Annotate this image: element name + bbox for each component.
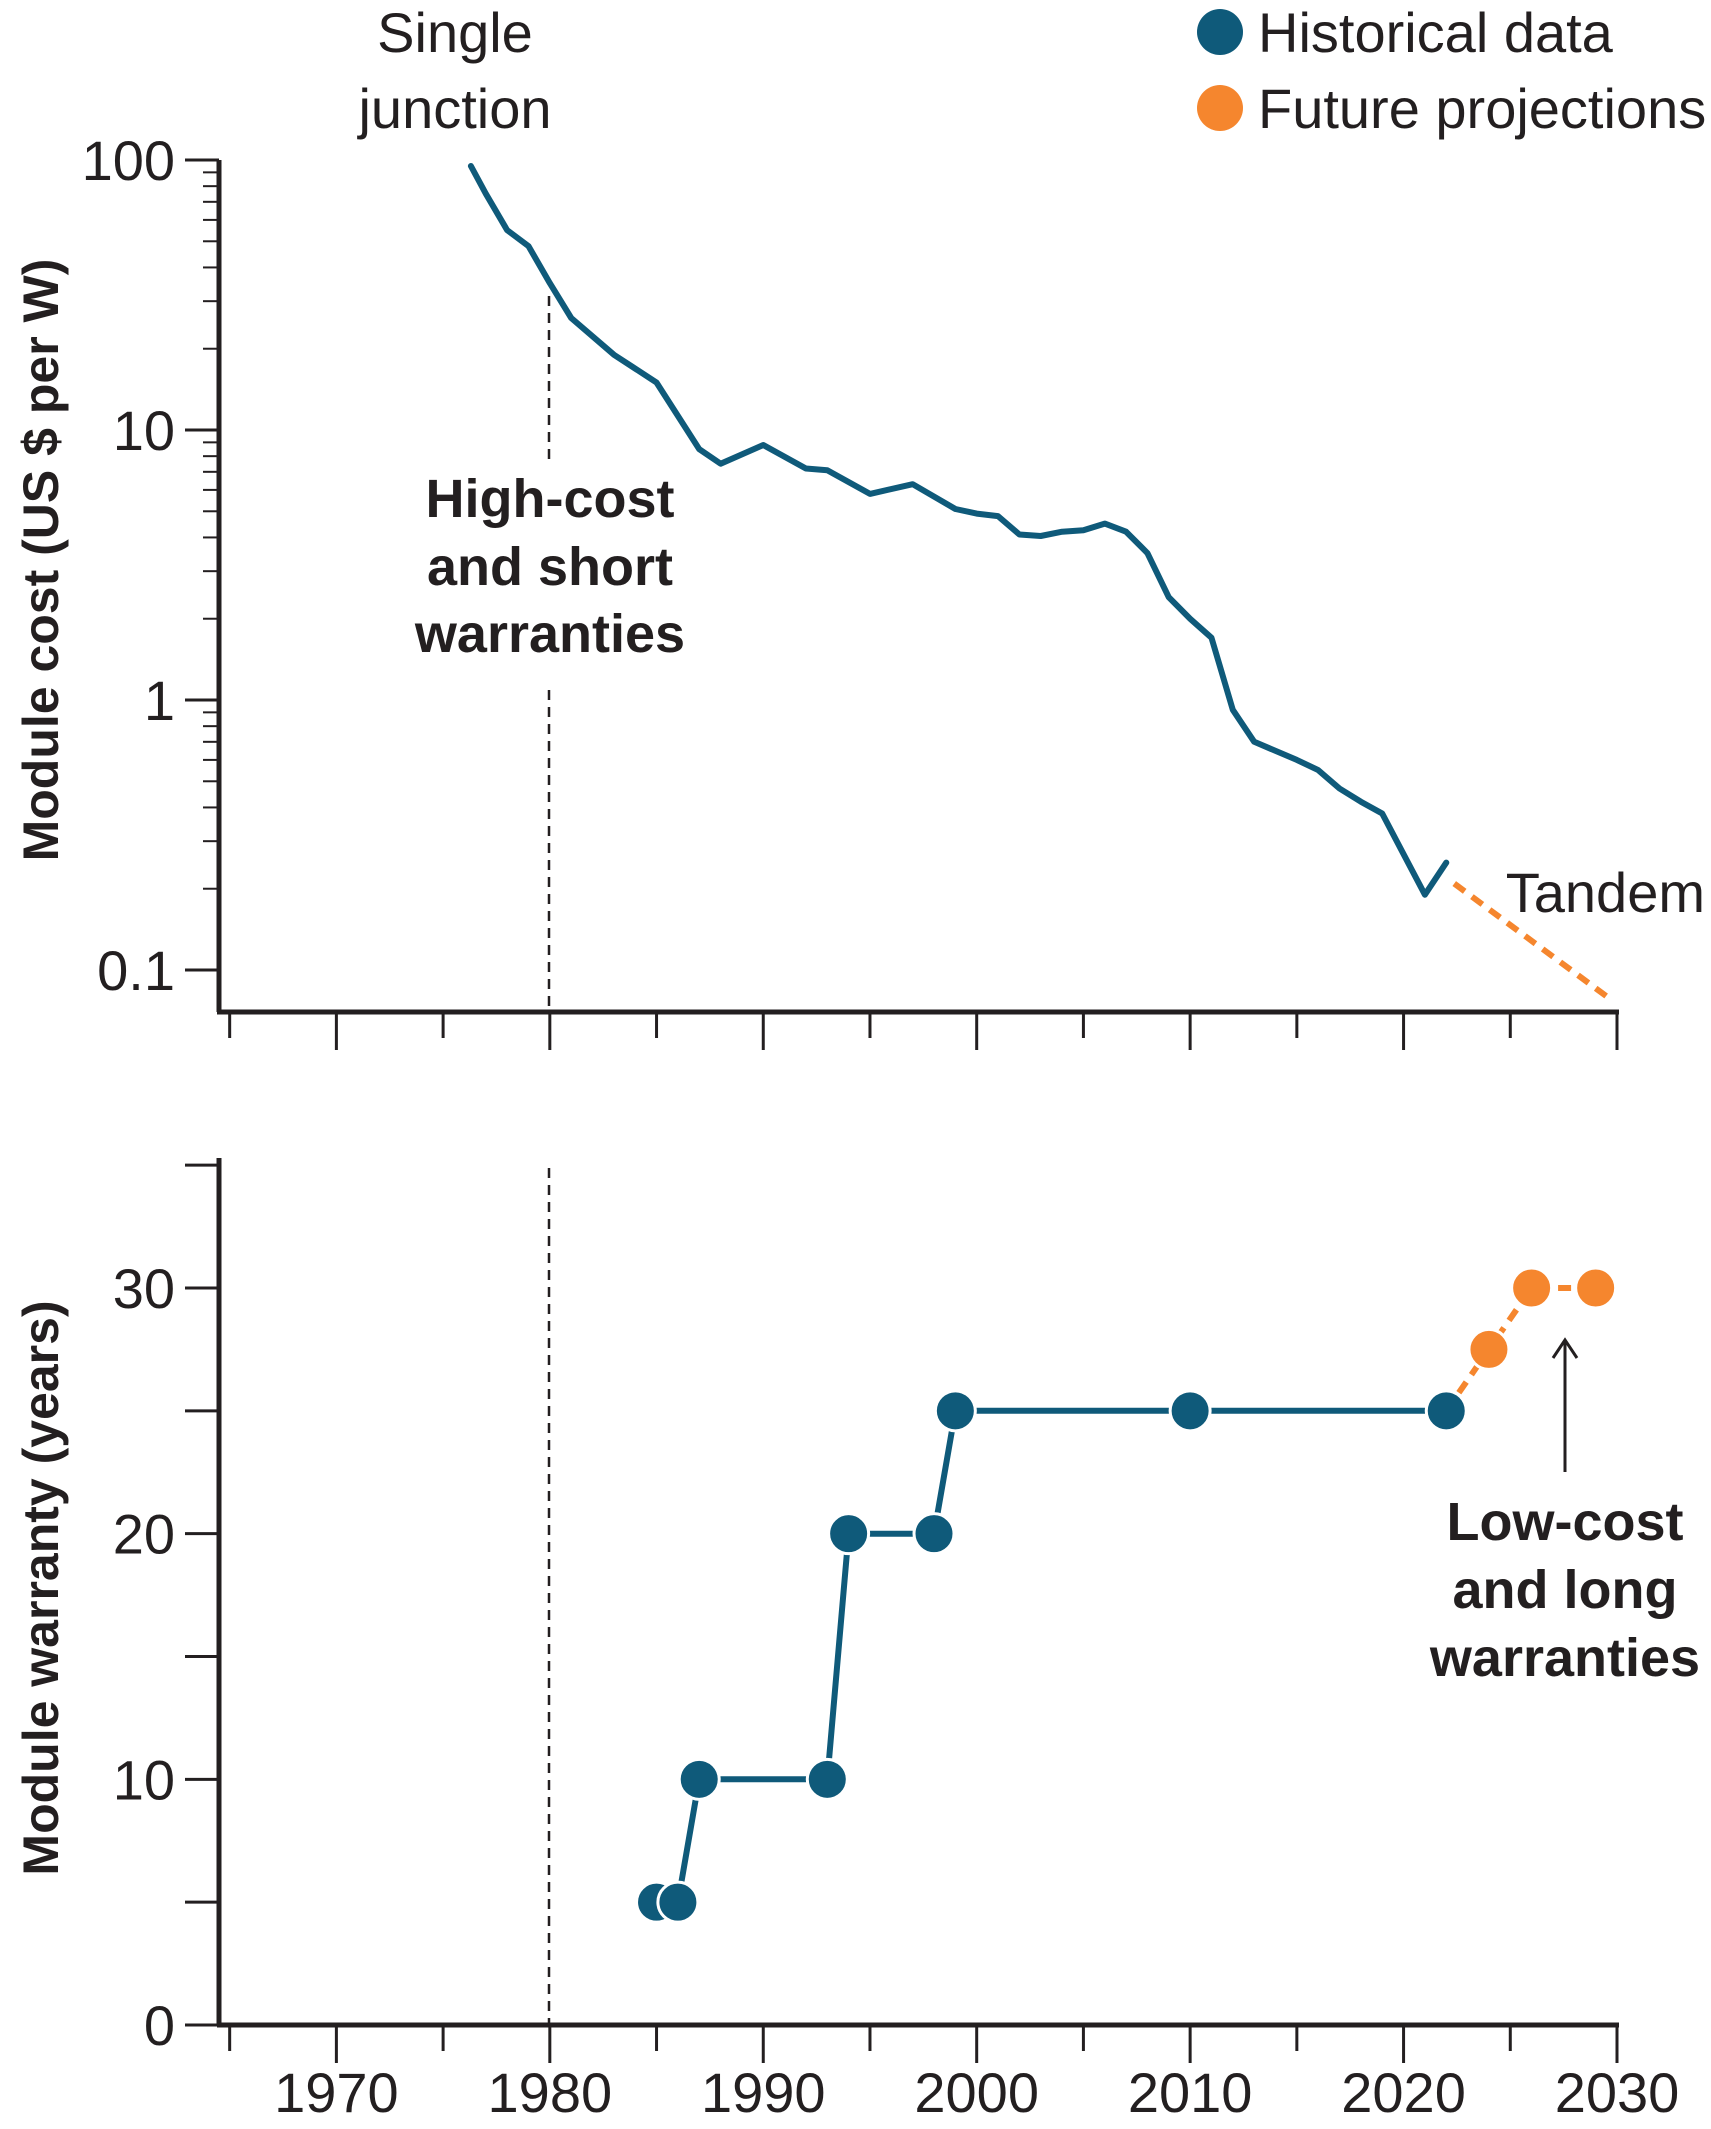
warranty-series — [635, 1266, 1618, 1924]
warranty-historical-point — [677, 1757, 721, 1801]
y-tick-label: 0.1 — [97, 939, 175, 1002]
x-tick-label: 2030 — [1555, 2061, 1680, 2124]
legend-label-projections: Future projections — [1258, 77, 1706, 140]
high-cost-label-line3: warranties — [414, 604, 685, 664]
legend-marker-projections — [1197, 85, 1243, 131]
x-tick-label: 1980 — [488, 2061, 613, 2124]
low-cost-label-line1: Low-cost — [1447, 1492, 1684, 1552]
warranty-projection-line — [1443, 1285, 1596, 1413]
top-axes: 100 10 1 0.1 — [82, 129, 1619, 1050]
tandem-label: Tandem — [1506, 861, 1705, 924]
warranty-projection-point — [1467, 1327, 1511, 1371]
y-tick-label: 10 — [113, 399, 175, 462]
low-cost-label-line3: warranties — [1429, 1628, 1700, 1688]
warranty-historical-point — [827, 1512, 871, 1556]
y-tick-label: 1 — [144, 669, 175, 732]
legend-marker-historical — [1197, 9, 1243, 55]
high-cost-label-line1: High-cost — [426, 469, 675, 529]
high-cost-label-line2: and short — [427, 537, 673, 597]
single-junction-label-line1: Single — [377, 1, 533, 64]
x-tick-label: 1990 — [701, 2061, 826, 2124]
y-tick-label: 20 — [113, 1503, 175, 1566]
cost-projection-line — [1452, 881, 1609, 999]
x-tick-label: 1970 — [274, 2061, 399, 2124]
legend: Historical data Future projections — [1197, 1, 1706, 140]
warranty-projection-point — [1510, 1266, 1554, 1310]
low-cost-arrow — [1551, 1337, 1579, 1472]
single-junction-label-line2: junction — [356, 77, 551, 140]
x-tick-label: 2000 — [914, 2061, 1039, 2124]
warranty-historical-point — [1168, 1389, 1212, 1433]
warranty-historical-line — [656, 1407, 1447, 1906]
top-y-axis-label: Module cost (US $ per W) — [13, 259, 69, 862]
cost-series — [467, 163, 1609, 999]
x-tick-label: 2020 — [1341, 2061, 1466, 2124]
warranty-historical-point — [1424, 1389, 1468, 1433]
x-tick-labels: 1970 1980 1990 2000 2010 2020 2030 — [274, 2061, 1679, 2124]
bottom-y-axis-label: Module warranty (years) — [13, 1300, 69, 1875]
bottom-axes: 30 20 10 0 — [113, 1158, 1619, 2063]
warranty-historical-point — [805, 1757, 849, 1801]
cost-historical-line — [467, 163, 1450, 898]
legend-label-historical: Historical data — [1258, 1, 1614, 64]
x-tick-label: 2010 — [1128, 2061, 1253, 2124]
y-tick-label: 10 — [113, 1748, 175, 1811]
warranty-historical-point — [933, 1389, 977, 1433]
low-cost-label-line2: and long — [1453, 1560, 1678, 1620]
y-tick-label: 0 — [144, 1994, 175, 2057]
warranty-historical-point — [912, 1512, 956, 1556]
y-tick-label: 100 — [82, 129, 175, 192]
y-tick-label: 30 — [113, 1257, 175, 1320]
warranty-projection-point — [1574, 1266, 1618, 1310]
warranty-historical-point — [656, 1880, 700, 1924]
